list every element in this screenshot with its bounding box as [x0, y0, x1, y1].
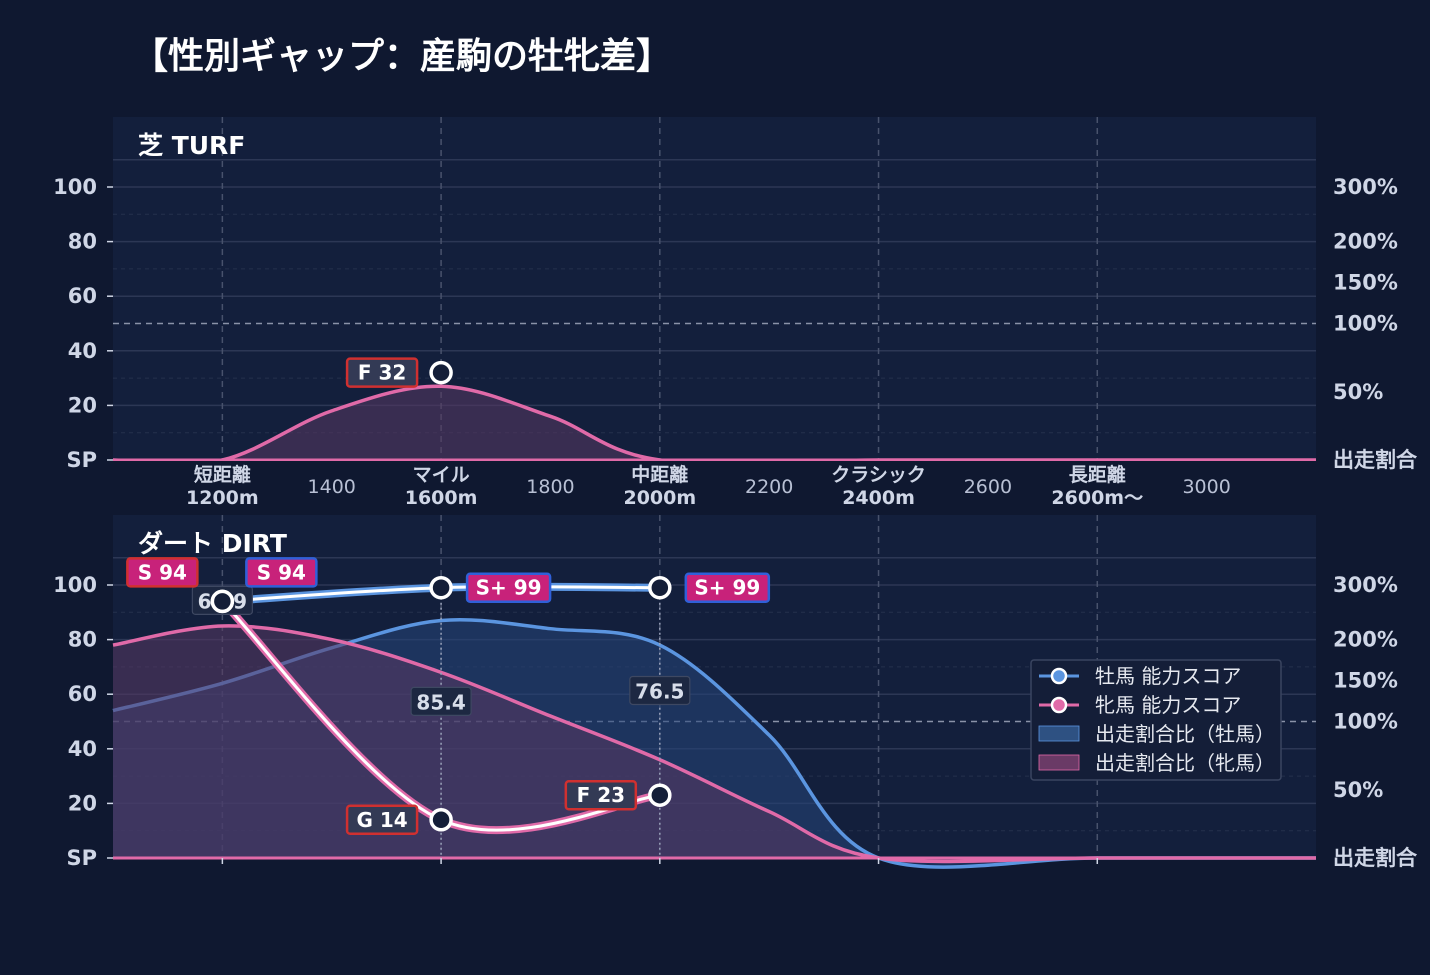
- data-point-marker: [429, 575, 453, 600]
- y-tick-label: 40: [68, 339, 97, 363]
- grade-badge-label: S+ 99: [476, 576, 542, 600]
- page-title: 【性別ギャップ：産駒の牡牝差】: [132, 36, 672, 77]
- y-tick-label: 20: [68, 393, 97, 417]
- legend-item-female-ratio: 出走割合比（牝馬）: [1038, 751, 1275, 775]
- grade-badge-label: S+ 99: [694, 576, 760, 600]
- value-box: [410, 686, 472, 716]
- grade-badge-label: F 23: [577, 783, 625, 807]
- right-tick-label: 出走割合: [1333, 846, 1418, 870]
- y-tick-label: SP: [66, 846, 97, 870]
- value-box-label: 76.5: [635, 679, 684, 703]
- grade-badge: [684, 572, 771, 603]
- legend-label: 牝馬 能力スコア: [1095, 693, 1241, 717]
- legend-label: 出走割合比（牡馬）: [1095, 722, 1275, 746]
- legend-swatch: [1038, 754, 1080, 771]
- grade-badge: [126, 557, 199, 588]
- x-minor-label: 3000: [1182, 476, 1230, 498]
- grade-badge-label: S 94: [257, 560, 306, 584]
- x-major-label-top: 中距離: [631, 463, 688, 486]
- y-tick-label: 40: [68, 737, 97, 761]
- legend-box: [1030, 659, 1282, 781]
- grade-badge: [345, 357, 419, 388]
- legend-label: 牡馬 能力スコア: [1095, 664, 1241, 688]
- x-major-label-bottom: 1200m: [186, 487, 259, 509]
- legend-label: 出走割合比（牝馬）: [1095, 751, 1275, 775]
- x-major-label-top: 長距離: [1069, 463, 1126, 486]
- y-tick-label: 60: [68, 682, 97, 706]
- grade-badge: [245, 557, 318, 588]
- right-tick-label: 200%: [1333, 628, 1398, 652]
- y-tick-label: 100: [53, 175, 97, 199]
- x-major-label-bottom: 2000m: [623, 487, 696, 509]
- y-tick-label: SP: [66, 448, 97, 472]
- right-tick-label: 150%: [1333, 271, 1398, 295]
- plot-background: [113, 117, 1316, 461]
- legend-item-male-score: 牡馬 能力スコア: [1039, 664, 1241, 688]
- right-tick-label: 200%: [1333, 230, 1398, 254]
- right-tick-label: 150%: [1333, 669, 1398, 693]
- dirt-panel: 85.476.568.9S 94S 94S+ 99S+ 99G 14F 23ダー…: [53, 515, 1418, 870]
- legend-item-female-score: 牝馬 能力スコア: [1039, 693, 1241, 717]
- x-major-label-bottom: 1600m: [405, 487, 478, 509]
- x-axis-band: [113, 461, 1316, 513]
- data-point-marker: [648, 575, 672, 600]
- x-minor-label: 2600: [964, 476, 1012, 498]
- data-point-marker: [648, 783, 672, 807]
- legend-marker-icon: [1050, 696, 1068, 714]
- data-point-marker: [210, 589, 235, 614]
- x-major-label-top: クラシック: [831, 464, 926, 486]
- legend-swatch: [1038, 725, 1080, 742]
- right-tick-label: 50%: [1333, 778, 1383, 802]
- panel-title: 芝 TURF: [138, 131, 245, 160]
- panel-title: ダート DIRT: [138, 529, 287, 558]
- y-tick-label: 20: [68, 791, 97, 815]
- right-tick-label: 300%: [1333, 573, 1398, 597]
- grade-badge-label: G 14: [356, 808, 407, 832]
- right-tick-label: 300%: [1333, 175, 1398, 199]
- right-tick-label: 100%: [1333, 710, 1398, 734]
- x-minor-label: 2200: [745, 476, 793, 498]
- x-major-label-bottom: 2400m: [842, 487, 915, 509]
- x-major-label-top: 短距離: [194, 463, 251, 486]
- ratio-female-area-fill: [113, 386, 1316, 464]
- y-tick-label: 60: [68, 284, 97, 308]
- x-minor-label: 1800: [526, 476, 574, 498]
- grade-badge-label: F 32: [358, 361, 406, 385]
- grade-badge-label: S 94: [138, 560, 187, 584]
- grade-badge: [465, 572, 552, 603]
- right-tick-label: 出走割合: [1333, 448, 1418, 472]
- right-tick-label: 50%: [1333, 380, 1383, 404]
- data-point-marker: [429, 360, 453, 385]
- x-minor-label: 1400: [308, 476, 356, 498]
- y-tick-label: 80: [68, 230, 97, 254]
- x-major-label-top: マイル: [413, 464, 470, 486]
- data-point-marker: [429, 808, 453, 832]
- turf-panel: F 32 芝 TURF SP 20 40 60 80 100 出走割合 50% 100% 150% 20…: [53, 117, 1418, 513]
- value-box-label: 85.4: [416, 690, 465, 714]
- y-tick-label: 80: [68, 628, 97, 652]
- x-major-label-bottom: 2600m〜: [1051, 487, 1143, 509]
- legend-item-male-ratio: 出走割合比（牡馬）: [1038, 722, 1275, 746]
- right-tick-label: 100%: [1333, 312, 1398, 336]
- grade-badge: [345, 804, 419, 836]
- value-box: [629, 675, 691, 706]
- legend: 牡馬 能力スコア 牝馬 能力スコア 出走割合比（牡馬） 出走割合比（牝馬）: [1030, 659, 1282, 781]
- y-tick-label: 100: [53, 573, 97, 597]
- grade-badge: [564, 779, 638, 811]
- legend-marker-icon: [1050, 667, 1068, 685]
